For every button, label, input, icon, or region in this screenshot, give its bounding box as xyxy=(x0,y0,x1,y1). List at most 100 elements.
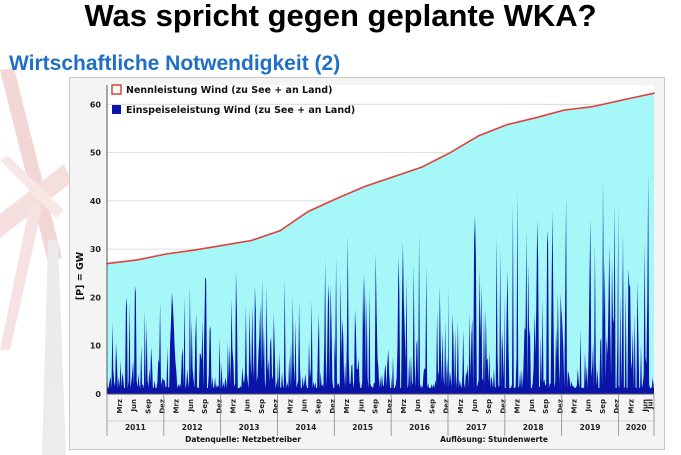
y-axis-label: [P] = GW xyxy=(75,251,86,300)
capacity-point-2014-07 xyxy=(307,210,310,213)
capacity-point-2017-01 xyxy=(449,151,452,154)
source-note: Datenquelle: Netzbetreiber xyxy=(185,435,301,444)
capacity-point-2020-01 xyxy=(620,99,622,102)
capacity-point-2013-07 xyxy=(250,239,253,242)
turbine-blade-2 xyxy=(0,164,72,238)
x-tick-month-11: Dez xyxy=(272,399,280,414)
feed-in-area-2013 xyxy=(220,270,278,394)
x-tick-month-13: Jun xyxy=(301,399,309,413)
x-tick-month-25: Jun xyxy=(471,399,479,413)
x-tick-year-2017: 2017 xyxy=(466,423,487,432)
capacity-point-2013-01 xyxy=(222,244,224,247)
capacity-point-2015-07 xyxy=(364,185,366,188)
x-tick-month-37: Jun xyxy=(642,399,650,413)
y-tick-30: 30 xyxy=(90,245,102,254)
x-tick-month-4: Mrz xyxy=(173,399,181,414)
x-tick-year-2015: 2015 xyxy=(352,423,373,432)
turbine-blade-1 xyxy=(0,68,62,262)
feed-in-series xyxy=(107,171,654,394)
x-tick-month-24: Mrz xyxy=(457,399,465,414)
x-tick-month-20: Mrz xyxy=(400,399,408,414)
x-tick-month-35: Dez xyxy=(613,399,621,414)
feed-in-area-2014 xyxy=(277,258,335,394)
x-tick-month-8: Mrz xyxy=(230,399,238,414)
x-tick-month-26: Sep xyxy=(485,399,493,414)
y-tick-20: 20 xyxy=(90,293,102,302)
x-tick-month-14: Sep xyxy=(315,399,323,414)
x-tick-year-2018: 2018 xyxy=(523,423,544,432)
capacity-point-2012-07 xyxy=(193,249,196,251)
feed-in-area-2015 xyxy=(334,234,392,394)
capacity-point-2016-01 xyxy=(392,175,395,178)
capacity-point-2019-01 xyxy=(563,109,565,111)
x-tick-year-2020: 2020 xyxy=(626,423,647,432)
wind-power-chart: 0 10 20 30 40 50 60 Mrz Jun Sep Dez Mrz Jun Sep Dez Mrz… xyxy=(75,84,655,444)
feed-in-area-2011 xyxy=(107,285,164,394)
x-tick-month-19: Dez xyxy=(386,399,394,414)
feed-in-area-2012 xyxy=(163,278,221,394)
x-tick-month-0: Mrz xyxy=(116,399,124,414)
x-tick-month-21: Jun xyxy=(414,399,422,413)
turbine-mast xyxy=(42,240,66,455)
capacity-point-2011-07 xyxy=(137,259,139,261)
y-tick-10: 10 xyxy=(90,342,102,351)
capacity-point-2017-07 xyxy=(478,134,480,137)
x-tick-year-2019: 2019 xyxy=(580,423,601,432)
x-tick-month-31: Dez xyxy=(556,399,564,414)
x-tick-month-30: Sep xyxy=(542,399,550,414)
x-tick-month-7: Dez xyxy=(215,399,223,414)
slide-title: Was spricht gegen geplante WKA? xyxy=(84,0,597,33)
x-tick-year-2014: 2014 xyxy=(295,423,316,432)
x-tick-month-12: Mrz xyxy=(286,399,294,414)
x-tick-month-32: Mrz xyxy=(571,399,579,414)
capacity-point-2018-01 xyxy=(506,123,509,126)
x-tick-month-17: Jun xyxy=(357,399,365,413)
x-tick-month-22: Sep xyxy=(428,399,436,414)
x-tick-month-6: Sep xyxy=(201,399,209,414)
feed-in-area-2018 xyxy=(504,191,562,394)
x-tick-month-3: Dez xyxy=(159,399,167,414)
x-tick-month-5: Jun xyxy=(187,399,195,413)
capacity-point-2012-01 xyxy=(165,253,167,255)
y-tick-60: 60 xyxy=(90,100,102,109)
capacity-point-2018-07 xyxy=(534,117,537,119)
x-tick-month-38: Jul xyxy=(646,399,654,410)
x-tick-year-2013: 2013 xyxy=(239,423,260,432)
capacity-point-2019-07 xyxy=(591,105,594,108)
resolution-note: Auflösung: Stundenwerte xyxy=(440,435,548,444)
y-tick-50: 50 xyxy=(90,149,102,158)
capacity-point-2016-07 xyxy=(421,166,423,168)
y-tick-0: 0 xyxy=(95,390,101,399)
chart-frame: 0 10 20 30 40 50 60 Mrz Jun Sep Dez Mrz Jun Sep Dez Mrz… xyxy=(69,77,665,450)
x-tick-month-33: Jun xyxy=(585,399,593,413)
x-tick-year-2016: 2016 xyxy=(409,423,430,432)
x-tick-month-1: Jun xyxy=(130,399,138,413)
x-tick-month-34: Sep xyxy=(599,399,607,414)
capacity-point-2015-01 xyxy=(335,197,338,200)
x-tick-month-18: Sep xyxy=(372,399,380,414)
y-tick-40: 40 xyxy=(90,197,102,206)
capacity-point-2014-01 xyxy=(279,230,281,232)
feed-in-base-band xyxy=(107,388,654,394)
legend-label-feed-in: Einspeiseleistung Wind (zu See + an Land… xyxy=(126,105,355,116)
feed-in-area-2019 xyxy=(561,179,619,394)
slide-subtitle: Wirtschaftliche Notwendigkeit (2) xyxy=(9,52,341,75)
legend-label-capacity: Nennleistung Wind (zu See + an Land) xyxy=(126,85,332,96)
feed-in-area-2017 xyxy=(448,215,505,394)
capacity-line xyxy=(106,92,655,265)
legend-swatch-capacity xyxy=(111,84,122,95)
x-tick-month-2: Sep xyxy=(144,399,152,414)
turbine-blade-4 xyxy=(0,156,64,218)
x-tick-month-10: Sep xyxy=(258,399,266,414)
x-tick-month-28: Mrz xyxy=(514,399,522,414)
feed-in-area-2016 xyxy=(391,232,448,394)
legend-swatch-feed-in xyxy=(112,105,121,114)
x-tick-year-2011: 2011 xyxy=(125,423,146,432)
axes: 0 10 20 30 40 50 60 Mrz Jun Sep Dez Mrz Jun Sep Dez Mrz… xyxy=(90,85,655,436)
x-tick-year-2012: 2012 xyxy=(182,423,203,432)
legend: Nennleistung Wind (zu See + an Land) Ein… xyxy=(111,84,355,116)
turbine-blade-3 xyxy=(0,204,42,350)
x-tick-month-27: Dez xyxy=(500,399,508,414)
x-tick-month-36: Mrz xyxy=(627,399,635,414)
x-tick-month-9: Jun xyxy=(244,399,252,413)
